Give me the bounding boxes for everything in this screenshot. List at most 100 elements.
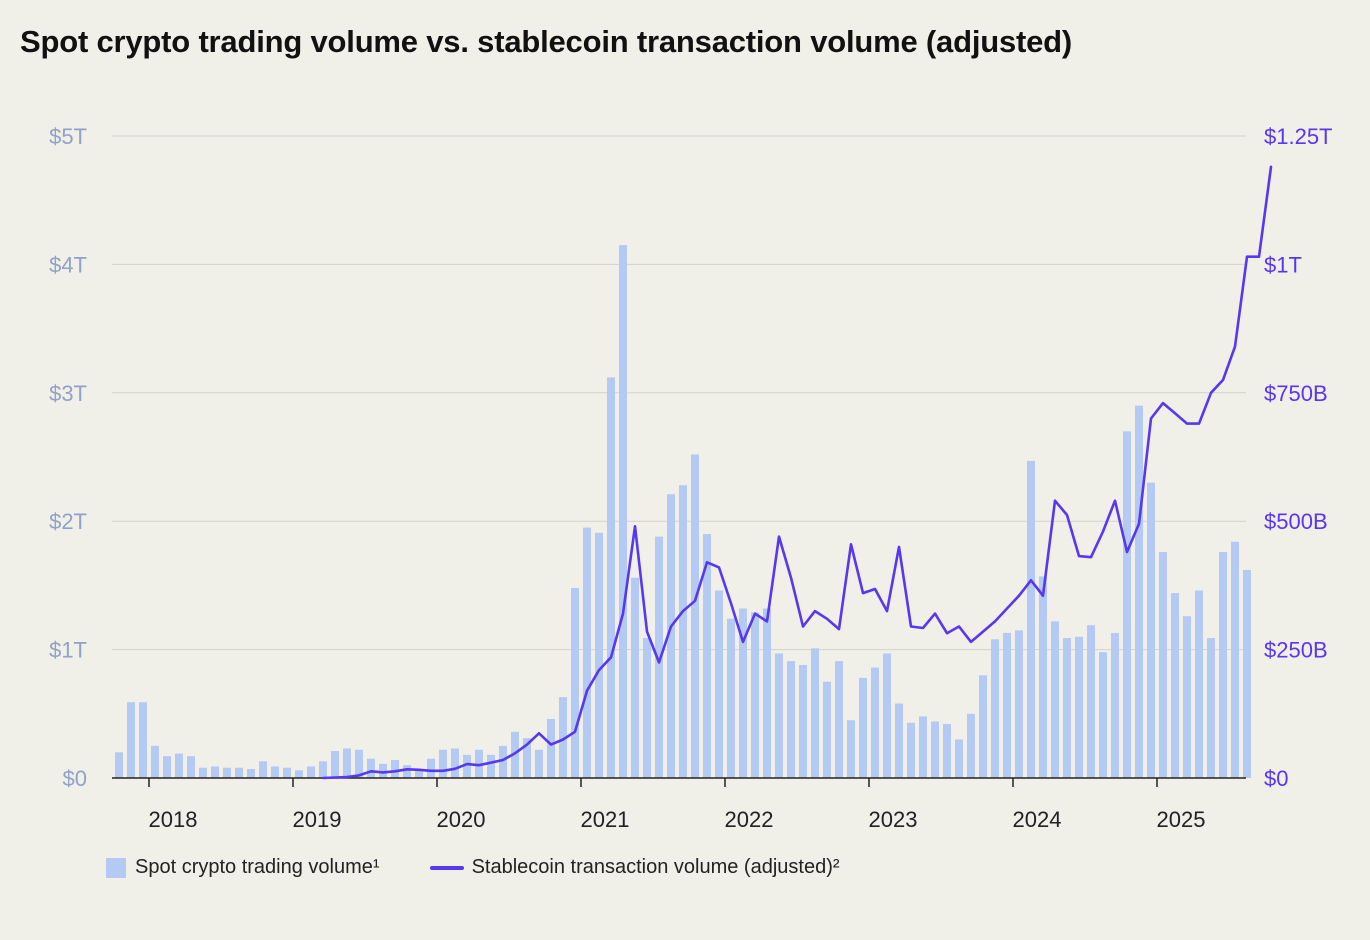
bar	[703, 534, 711, 778]
legend-label-spot: Spot crypto trading volume¹	[135, 856, 380, 878]
bar	[859, 677, 867, 778]
bar	[1063, 638, 1071, 778]
bar	[643, 638, 651, 778]
bar	[499, 745, 507, 778]
y-left-tick-label: $1T	[49, 638, 87, 663]
bar	[1135, 405, 1143, 778]
bar	[1027, 460, 1035, 778]
bar	[1171, 593, 1179, 778]
bar	[931, 721, 939, 778]
bar	[979, 675, 987, 778]
y-right-tick-label: $1.25T	[1264, 124, 1333, 149]
x-tick-label: 2023	[869, 807, 918, 832]
bar	[1231, 541, 1239, 778]
bar	[739, 608, 747, 778]
bar	[307, 766, 315, 778]
bar	[127, 702, 135, 778]
y-right-tick-label: $750B	[1264, 381, 1328, 406]
bar	[991, 639, 999, 778]
bar	[451, 748, 459, 778]
y-left-tick-label: $0	[63, 766, 87, 791]
chart-title: Spot crypto trading volume vs. stablecoi…	[20, 24, 1073, 59]
y-right-tick-label: $250B	[1264, 638, 1328, 663]
bar	[259, 761, 267, 778]
bar	[595, 532, 603, 778]
bar	[223, 767, 231, 778]
bar	[163, 756, 171, 778]
legend-swatch-line	[429, 865, 464, 870]
bar	[1207, 638, 1215, 778]
bar	[211, 766, 219, 778]
x-tick-label: 2025	[1157, 807, 1206, 832]
bar	[331, 751, 339, 778]
bar	[1147, 482, 1155, 778]
bar	[787, 661, 795, 778]
y-right-tick-label: $500B	[1264, 509, 1328, 534]
bar	[139, 702, 147, 778]
bar	[1123, 431, 1131, 778]
bar	[1219, 552, 1227, 778]
y-left-tick-label: $5T	[49, 124, 87, 149]
bar	[355, 749, 363, 778]
chart-legend: Spot crypto trading volume¹ Stablecoin t…	[106, 856, 890, 879]
bar	[1039, 576, 1047, 778]
bar	[895, 703, 903, 778]
series-line-stablecoin	[321, 165, 1273, 780]
bar	[1087, 625, 1095, 778]
bar	[1159, 552, 1167, 778]
bar	[763, 608, 771, 778]
y-right-tick-label: $0	[1264, 766, 1288, 791]
bar	[367, 758, 375, 778]
bar	[727, 618, 735, 778]
bar	[559, 697, 567, 778]
y-left-tick-label: $3T	[49, 381, 87, 406]
bar	[439, 749, 447, 778]
bar	[427, 758, 435, 778]
legend-item-spot: Spot crypto trading volume¹	[106, 856, 380, 879]
bar	[511, 731, 519, 778]
bar	[547, 718, 555, 778]
bar	[955, 739, 963, 778]
bar	[1051, 621, 1059, 778]
bar	[535, 749, 543, 778]
bar	[415, 770, 423, 778]
bar	[343, 748, 351, 778]
bar	[463, 754, 471, 778]
bar	[379, 763, 387, 778]
bar	[487, 754, 495, 778]
x-tick-label: 2020	[437, 807, 486, 832]
bar	[679, 485, 687, 778]
x-tick-label: 2021	[581, 807, 630, 832]
bar	[175, 753, 183, 778]
bar	[283, 767, 291, 778]
bar	[1183, 616, 1191, 778]
legend-swatch-bar	[106, 857, 126, 878]
bar	[403, 765, 411, 778]
bar	[667, 494, 675, 778]
legend-label-stablecoin: Stablecoin transaction volume (adjusted)…	[471, 856, 840, 878]
bar	[1003, 632, 1011, 778]
x-tick-label: 2019	[293, 807, 342, 832]
bar	[823, 681, 831, 778]
bar	[919, 716, 927, 778]
x-tick-label: 2024	[1013, 807, 1062, 832]
bar	[691, 454, 699, 778]
x-tick-label: 2022	[725, 807, 774, 832]
bar	[187, 756, 195, 778]
bar	[751, 612, 759, 778]
bar	[619, 245, 627, 778]
bar	[235, 767, 243, 778]
bar	[631, 577, 639, 778]
bar	[1015, 630, 1023, 778]
bar	[1111, 632, 1119, 778]
bar	[835, 661, 843, 778]
legend-item-stablecoin: Stablecoin transaction volume (adjusted)…	[429, 856, 840, 879]
bar	[271, 766, 279, 778]
bar	[907, 722, 915, 778]
bar	[943, 724, 951, 778]
bar	[799, 665, 807, 778]
bar	[247, 769, 255, 778]
bar	[295, 770, 303, 778]
bar	[1195, 590, 1203, 778]
bar	[775, 653, 783, 778]
